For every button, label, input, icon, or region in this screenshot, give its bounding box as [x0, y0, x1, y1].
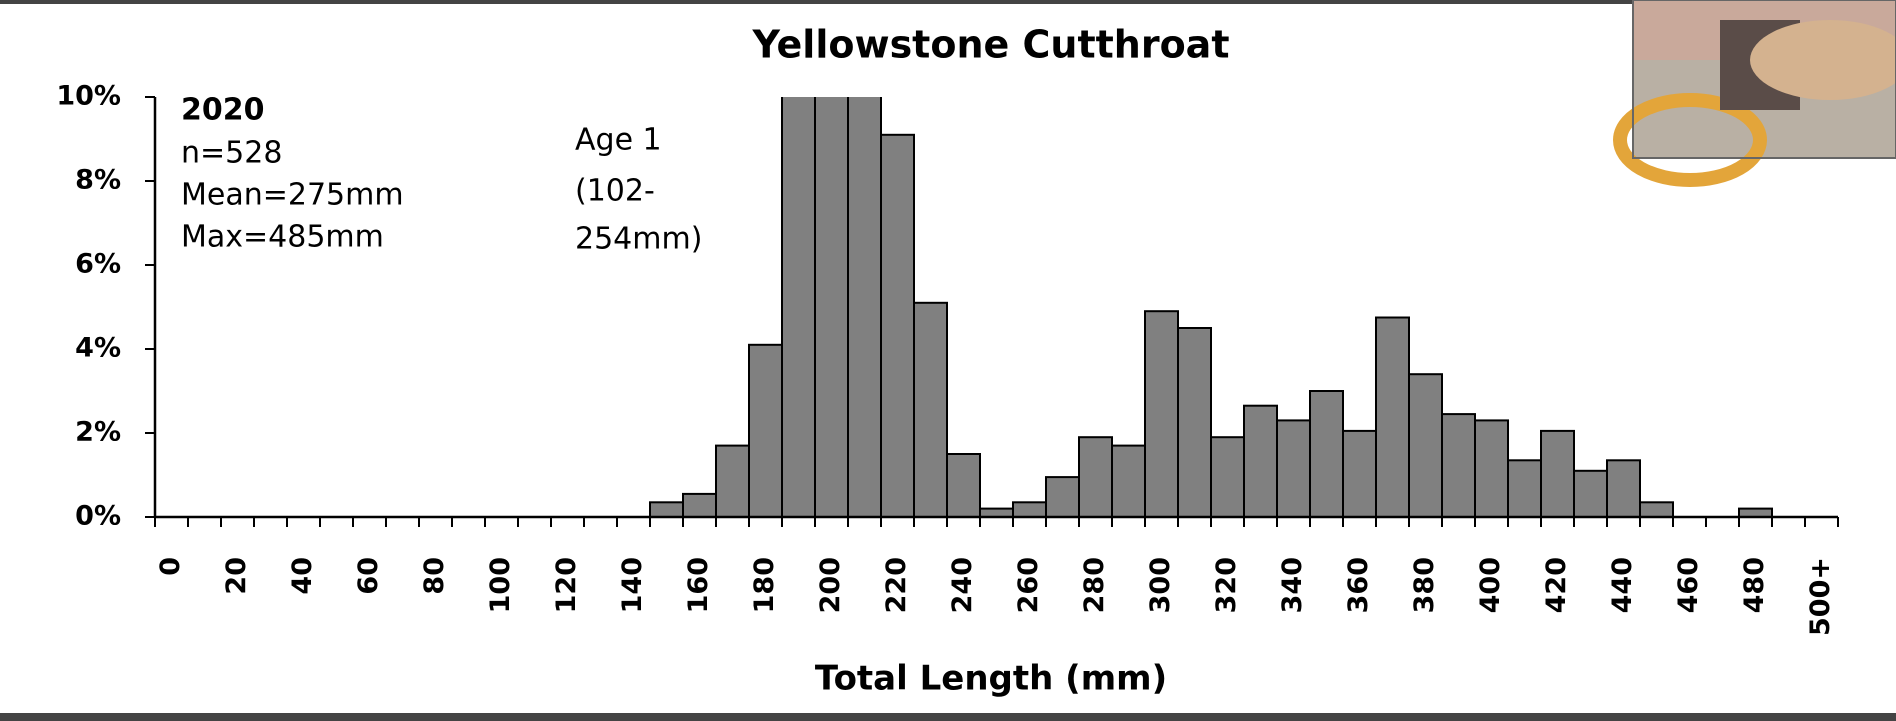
x-tick-label: 460 [1673, 557, 1704, 613]
y-tick-label: 10% [56, 81, 121, 112]
chart-title: Yellowstone Cutthroat [752, 23, 1230, 67]
x-tick-label: 180 [749, 557, 780, 613]
x-axis-title: Total Length (mm) [815, 659, 1167, 699]
x-tick-label: 400 [1475, 557, 1506, 613]
bar [1541, 431, 1574, 517]
x-tick-label: 440 [1607, 557, 1638, 613]
y-tick-label: 4% [75, 333, 121, 364]
bar [650, 502, 683, 517]
x-tick-label: 420 [1541, 557, 1572, 613]
x-tick-label: 280 [1079, 557, 1110, 613]
x-tick-label: 240 [947, 557, 978, 613]
bar [1508, 460, 1541, 517]
x-tick-label: 260 [1013, 557, 1044, 613]
bar [1244, 406, 1277, 517]
y-tick-label: 0% [75, 501, 121, 532]
bar [716, 446, 749, 517]
annotation: Age 1 [575, 123, 662, 158]
bar [749, 345, 782, 517]
bottom-frame [0, 713, 1896, 721]
y-tick-label: 6% [75, 249, 121, 280]
chart: Yellowstone Cutthroat Total Length (mm) … [0, 0, 1896, 721]
bar [1475, 420, 1508, 517]
bar [1112, 446, 1145, 517]
y-tick-label: 2% [75, 417, 121, 448]
x-tick-label: 360 [1343, 557, 1374, 613]
bar [881, 135, 914, 517]
top-frame [0, 0, 1896, 4]
bar [1211, 437, 1244, 517]
x-tick-label: 200 [815, 557, 846, 613]
bar [1079, 437, 1112, 517]
bar [914, 303, 947, 517]
bar [1409, 374, 1442, 517]
bar [782, 80, 815, 517]
x-tick-label: 480 [1739, 557, 1770, 613]
bar [1376, 318, 1409, 518]
bar [1178, 328, 1211, 517]
x-tick-label: 160 [683, 557, 714, 613]
bar [683, 494, 716, 517]
x-tick-label: 140 [617, 557, 648, 613]
x-tick-label: 100 [485, 557, 516, 613]
x-tick-label: 0 [155, 557, 186, 576]
bar [1046, 477, 1079, 517]
annotation: (102- [575, 174, 655, 209]
x-tick-label: 380 [1409, 557, 1440, 613]
x-tick-label: 340 [1277, 557, 1308, 613]
photo [1620, 0, 1896, 180]
x-tick-label: 320 [1211, 557, 1242, 613]
annotation: 2020 [181, 93, 265, 128]
annotation: n=528 [181, 136, 282, 171]
bar [1640, 502, 1673, 517]
bar [848, 80, 881, 517]
x-tick-label: 120 [551, 557, 582, 613]
bar [1343, 431, 1376, 517]
x-tick-label: 60 [353, 557, 384, 595]
x-tick-label: 500+ [1805, 557, 1836, 636]
bar [1442, 414, 1475, 517]
annotation: Mean=275mm [181, 178, 404, 213]
bar [815, 51, 848, 517]
annotation: Max=485mm [181, 220, 384, 255]
x-tick-label: 40 [287, 557, 318, 595]
x-tick-label: 220 [881, 557, 912, 613]
bar [1277, 420, 1310, 517]
bar [1310, 391, 1343, 517]
bar [1145, 311, 1178, 517]
annotation: 254mm) [575, 222, 702, 257]
x-tick-label: 80 [419, 557, 450, 595]
bar [1739, 509, 1772, 517]
bar [1013, 502, 1046, 517]
bar [1574, 471, 1607, 517]
bar [980, 509, 1013, 517]
x-tick-label: 20 [221, 557, 252, 595]
x-tick-label: 300 [1145, 557, 1176, 613]
bar [947, 454, 980, 517]
bar [1607, 460, 1640, 517]
bars [650, 51, 1772, 517]
y-tick-label: 8% [75, 165, 121, 196]
